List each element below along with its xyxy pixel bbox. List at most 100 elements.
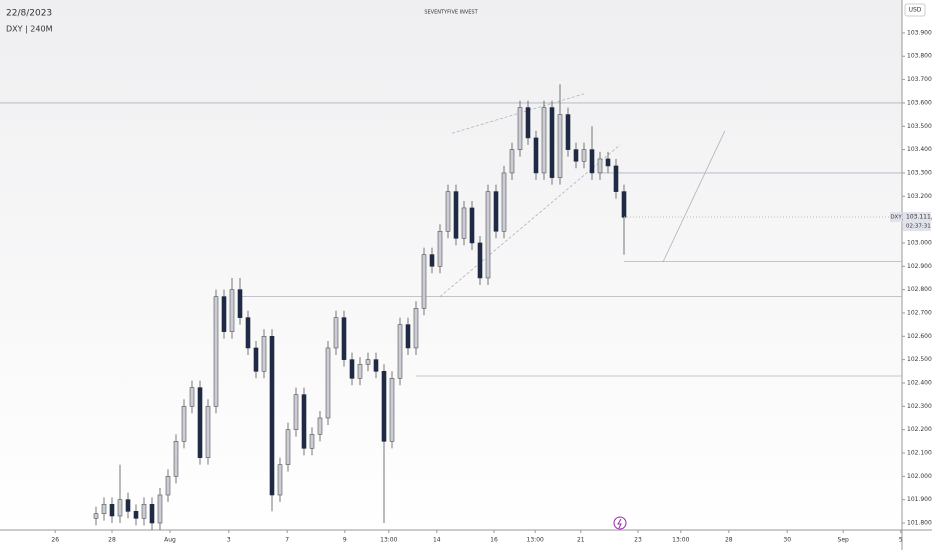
plot-area <box>0 0 902 530</box>
candle-body <box>549 107 555 178</box>
candle-body <box>117 499 123 517</box>
candle-body <box>517 107 523 150</box>
candle-body <box>333 317 339 349</box>
candle-body <box>429 254 435 267</box>
candle-body <box>285 429 291 465</box>
y-tick-label: 102.600 <box>907 333 932 340</box>
candle-body <box>205 406 211 458</box>
x-tick-label: 13:00 <box>672 537 689 544</box>
candle-body <box>501 172 507 232</box>
price-tag <box>903 212 931 232</box>
y-tick-label: 102.400 <box>907 379 932 386</box>
y-tick-label: 103.400 <box>907 146 932 153</box>
x-tick-label: 23 <box>634 537 642 544</box>
candle-body <box>605 158 611 167</box>
candle-body <box>597 158 603 174</box>
x-tick-label: 5 <box>899 537 903 544</box>
x-tick-label: 7 <box>285 537 289 544</box>
y-tick-label: 102.000 <box>907 473 932 480</box>
y-tick-label: 103.500 <box>907 123 932 130</box>
candle-body <box>453 191 459 239</box>
candle-body <box>573 149 579 162</box>
y-tick-label: 101.800 <box>907 519 932 526</box>
price-tag-value: 103.111 <box>906 214 931 221</box>
candle-body <box>277 464 283 496</box>
candle-body <box>189 387 195 407</box>
candle-body <box>173 441 179 477</box>
x-tick-label: 16 <box>490 537 498 544</box>
y-tick-label: 102.900 <box>907 263 932 270</box>
chart-subtitle: DXY | 240M <box>6 25 53 34</box>
candle-body <box>477 242 483 279</box>
candle-body <box>357 364 363 379</box>
candle-body <box>93 513 99 519</box>
y-tick-label: 102.500 <box>907 356 932 363</box>
y-tick-label: 103.800 <box>907 53 932 60</box>
candle-body <box>349 359 355 379</box>
candle-body <box>397 324 403 379</box>
candle-body <box>221 296 227 332</box>
candle-body <box>445 191 451 232</box>
candle-body <box>261 335 267 372</box>
trend-line <box>662 130 726 262</box>
candle-body <box>181 406 187 442</box>
y-tick-label: 103.600 <box>907 99 932 106</box>
candle-body <box>541 107 547 174</box>
candle-body <box>485 191 491 279</box>
candle-body <box>197 387 203 458</box>
candle-body <box>405 324 411 349</box>
candle-body <box>373 359 379 372</box>
y-tick-label: 103.700 <box>907 76 932 83</box>
candle-body <box>381 371 387 442</box>
candle-body <box>253 347 259 372</box>
watermark: SEVENTYFIVE INVEST <box>424 10 478 16</box>
x-tick-label: 9 <box>343 537 347 544</box>
candle-body <box>461 207 467 239</box>
symbol-tag-text: DXY <box>890 215 902 221</box>
y-tick-label: 103.300 <box>907 169 932 176</box>
y-tick-label: 102.200 <box>907 426 932 433</box>
x-tick-label: Aug <box>164 537 176 544</box>
x-tick-label: 30 <box>783 537 791 544</box>
x-tick-label: 13:00 <box>527 537 544 544</box>
candle-body <box>109 504 115 517</box>
chart-title: 22/8/2023 <box>6 9 52 19</box>
y-tick-label: 103.000 <box>907 239 932 246</box>
candle-body <box>365 359 371 365</box>
candle-body <box>133 511 139 519</box>
candle-body <box>469 207 475 244</box>
y-tick-label: 102.100 <box>907 449 932 456</box>
candle-body <box>525 107 531 139</box>
candle-body <box>237 289 243 318</box>
price-tag-countdown: 02:37:31 <box>906 224 931 230</box>
candle-body <box>389 378 395 442</box>
candle-body <box>125 499 131 512</box>
candle-body <box>493 191 499 232</box>
event-icon[interactable] <box>613 516 627 530</box>
candle-body <box>245 317 251 349</box>
candle-body <box>317 417 323 435</box>
symbol-tag <box>890 212 902 223</box>
candle-body <box>509 149 515 174</box>
candle-body <box>581 149 587 162</box>
y-tick-label: 103.200 <box>907 193 932 200</box>
candle-body <box>341 317 347 360</box>
candle-body <box>413 307 419 349</box>
candle-body <box>613 165 619 192</box>
x-tick-label: 3 <box>227 537 231 544</box>
x-tick-label: 28 <box>725 537 733 544</box>
x-tick-label: 13:00 <box>380 537 397 544</box>
y-tick-label: 102.700 <box>907 309 932 316</box>
x-tick-label: 26 <box>51 537 59 544</box>
event-icon-bolt <box>617 518 622 529</box>
candle-body <box>301 394 307 449</box>
currency[interactable]: USD <box>909 7 922 14</box>
candle-body <box>421 254 427 309</box>
y-tick-label: 101.900 <box>907 496 932 503</box>
y-tick-label: 102.800 <box>907 286 932 293</box>
currency-box[interactable] <box>904 3 926 17</box>
candle-body <box>149 504 155 524</box>
candle-body <box>565 114 571 150</box>
candle-body <box>157 494 163 524</box>
y-tick-label: 103.900 <box>907 29 932 36</box>
